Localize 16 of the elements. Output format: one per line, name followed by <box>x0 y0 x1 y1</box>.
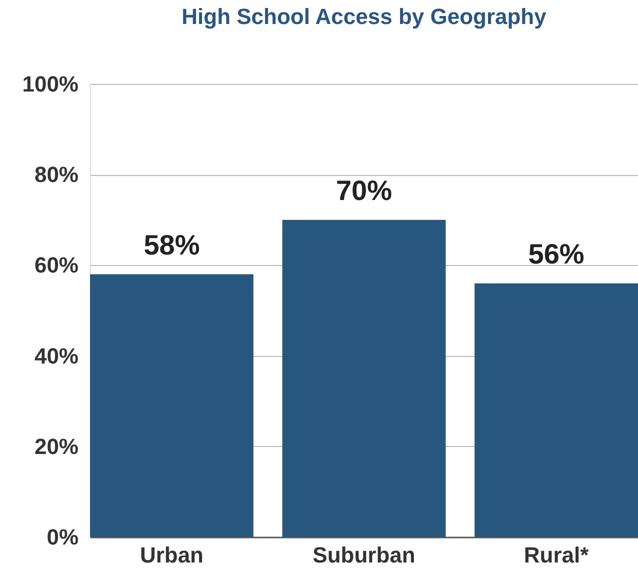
bar <box>90 274 254 537</box>
x-tick-label: Rural* <box>524 542 590 568</box>
y-tick-label: 20% <box>34 434 78 459</box>
x-tick-label: Suburban <box>312 542 416 568</box>
data-label: 58% <box>144 229 200 260</box>
y-tick-label: 40% <box>34 343 78 368</box>
x-tick-label: Urban <box>140 542 204 568</box>
y-tick-label: 80% <box>34 162 78 188</box>
data-label: 70% <box>336 174 392 206</box>
data-label: 56% <box>528 238 584 270</box>
bar <box>282 220 446 537</box>
y-tick-label: 100% <box>22 72 78 96</box>
y-tick-label: 60% <box>34 252 78 278</box>
bar <box>474 283 638 537</box>
chart-title: High School Access by Geography <box>182 4 548 29</box>
y-tick-label: 0% <box>46 524 78 550</box>
